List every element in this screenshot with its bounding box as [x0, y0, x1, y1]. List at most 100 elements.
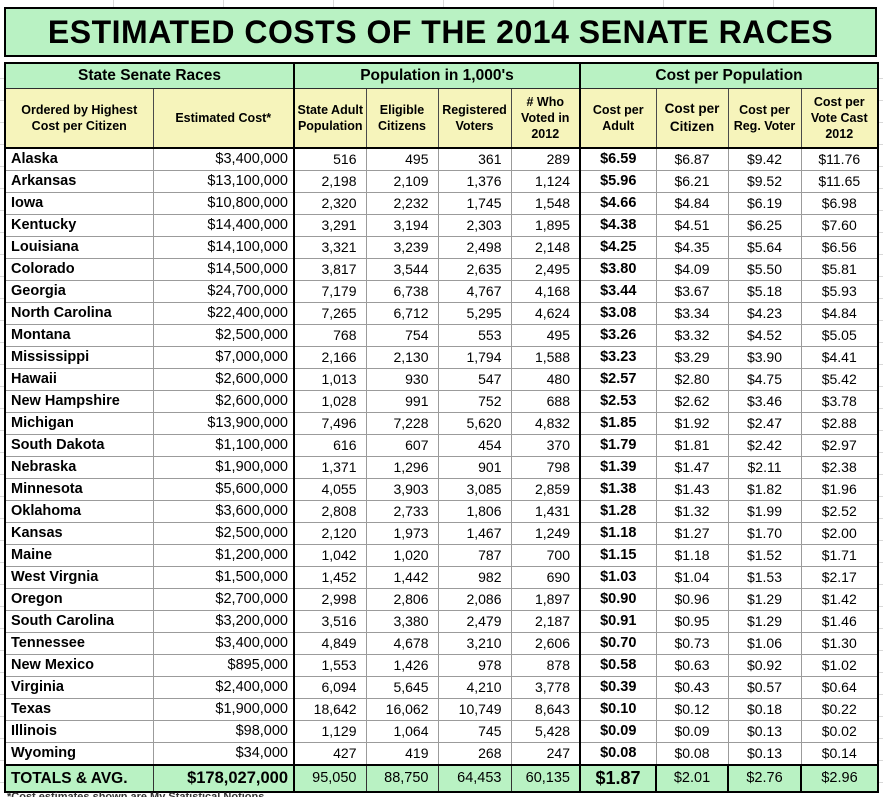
table-row: Maine $1,200,000 1,042 1,020 787 700 $1.15 $1.1… — [4, 544, 879, 567]
eligible-citizens: 3,544 — [365, 258, 439, 281]
registered-voters: 745 — [437, 720, 512, 743]
col-header-estimated-cost: Estimated Cost* — [152, 88, 295, 149]
table-row: Hawaii $2,600,000 1,013 930 547 480 $2.57 $2.80… — [4, 368, 879, 391]
col-header-cost-per-reg-voter: Cost per Reg. Voter — [727, 88, 802, 149]
eligible-citizens: 2,130 — [365, 346, 439, 369]
cost-per-vote-cast: $1.96 — [800, 478, 879, 501]
cost-per-reg-voter: $2.47 — [727, 412, 802, 435]
state-name: Kansas — [4, 522, 154, 545]
cost-per-adult: $0.39 — [579, 676, 657, 699]
cost-per-vote-cast: $2.88 — [800, 412, 879, 435]
cost-per-citizen: $6.87 — [655, 147, 729, 171]
table-row: West Virgnia $1,500,000 1,452 1,442 982 690 $1… — [4, 566, 879, 589]
cost-per-adult: $3.44 — [579, 280, 657, 303]
state-name: Nebraska — [4, 456, 154, 479]
votes-2012: 798 — [510, 456, 581, 479]
estimated-cost: $1,900,000 — [152, 456, 295, 479]
estimated-cost: $22,400,000 — [152, 302, 295, 325]
adult-population: 1,042 — [293, 544, 367, 567]
cost-per-vote-cast: $1.46 — [800, 610, 879, 633]
cost-per-vote-cast: $1.42 — [800, 588, 879, 611]
eligible-citizens: 3,380 — [365, 610, 439, 633]
senate-costs-table: State Senate Races Population in 1,000's… — [4, 62, 879, 793]
registered-voters: 547 — [437, 368, 512, 391]
adult-population: 3,817 — [293, 258, 367, 281]
adult-population: 3,516 — [293, 610, 367, 633]
votes-2012: 370 — [510, 434, 581, 457]
cost-per-citizen: $4.84 — [655, 192, 729, 215]
adult-population: 2,120 — [293, 522, 367, 545]
registered-voters: 3,085 — [437, 478, 512, 501]
eligible-citizens: 3,903 — [365, 478, 439, 501]
col-header-voted-2012: # Who Voted in 2012 — [510, 88, 581, 149]
cost-per-reg-voter: $9.42 — [727, 147, 802, 171]
table-row: Alaska $3,400,000 516 495 361 289 $6.59 $6.87 $9… — [4, 147, 879, 171]
col-header-cost-per-citizen: Cost per Citizen — [655, 88, 729, 149]
table-row: Tennessee $3,400,000 4,849 4,678 3,210 2,606 $… — [4, 632, 879, 655]
cost-per-citizen: $0.96 — [655, 588, 729, 611]
registered-voters: 2,635 — [437, 258, 512, 281]
state-name: Oregon — [4, 588, 154, 611]
cost-per-vote-cast: $2.17 — [800, 566, 879, 589]
eligible-citizens: 2,806 — [365, 588, 439, 611]
cost-per-reg-voter: $5.18 — [727, 280, 802, 303]
cost-per-reg-voter: $4.23 — [727, 302, 802, 325]
estimated-cost: $13,100,000 — [152, 170, 295, 193]
votes-2012: 1,897 — [510, 588, 581, 611]
cost-per-reg-voter: $4.75 — [727, 368, 802, 391]
adult-population: 3,321 — [293, 236, 367, 259]
state-name: New Mexico — [4, 654, 154, 677]
adult-population: 616 — [293, 434, 367, 457]
adult-population: 7,179 — [293, 280, 367, 303]
eligible-citizens: 1,426 — [365, 654, 439, 677]
table-row: Georgia $24,700,000 7,179 6,738 4,767 4,168 $3… — [4, 280, 879, 303]
cost-per-citizen: $3.29 — [655, 346, 729, 369]
cost-per-vote-cast: $5.81 — [800, 258, 879, 281]
spreadsheet-gridlines-left — [0, 57, 4, 790]
cost-per-reg-voter: $5.64 — [727, 236, 802, 259]
adult-population: 2,198 — [293, 170, 367, 193]
adult-population: 1,452 — [293, 566, 367, 589]
state-name: North Carolina — [4, 302, 154, 325]
col-header-cost-per-adult: Cost per Adult — [579, 88, 657, 149]
cost-per-adult: $1.15 — [579, 544, 657, 567]
state-name: Oklahoma — [4, 500, 154, 523]
registered-voters: 1,794 — [437, 346, 512, 369]
eligible-citizens: 3,239 — [365, 236, 439, 259]
cost-per-reg-voter: $0.57 — [727, 676, 802, 699]
eligible-citizens: 6,738 — [365, 280, 439, 303]
cost-per-vote-cast: $6.98 — [800, 192, 879, 215]
table-row: Iowa $10,800,000 2,320 2,232 1,745 1,548 $4.66… — [4, 192, 879, 215]
estimated-cost: $5,600,000 — [152, 478, 295, 501]
registered-voters: 3,210 — [437, 632, 512, 655]
registered-voters: 4,210 — [437, 676, 512, 699]
adult-population: 1,553 — [293, 654, 367, 677]
cost-per-vote-cast: $2.52 — [800, 500, 879, 523]
votes-2012: 690 — [510, 566, 581, 589]
col-header-ordered-by: Ordered by Highest Cost per Citizen — [4, 88, 154, 149]
eligible-citizens: 7,228 — [365, 412, 439, 435]
state-name: Illinois — [4, 720, 154, 743]
registered-voters: 361 — [437, 147, 512, 171]
cost-per-vote-cast: $11.76 — [800, 147, 879, 171]
cost-per-reg-voter: $3.90 — [727, 346, 802, 369]
cost-per-vote-cast: $3.78 — [800, 390, 879, 413]
table-row: Virginia $2,400,000 6,094 5,645 4,210 3,778 $0… — [4, 676, 879, 699]
state-name: Alaska — [4, 147, 154, 171]
table-row: Mississippi $7,000,000 2,166 2,130 1,794 1,58… — [4, 346, 879, 369]
table-row: Oklahoma $3,600,000 2,808 2,733 1,806 1,431 $1… — [4, 500, 879, 523]
estimated-cost: $2,600,000 — [152, 390, 295, 413]
adult-population: 3,291 — [293, 214, 367, 237]
estimated-cost: $3,400,000 — [152, 147, 295, 171]
cost-per-adult: $0.10 — [579, 698, 657, 721]
table-row: South Dakota $1,100,000 616 607 454 370 $1.79 $… — [4, 434, 879, 457]
cost-per-citizen: $0.73 — [655, 632, 729, 655]
estimated-cost: $98,000 — [152, 720, 295, 743]
votes-2012: 1,895 — [510, 214, 581, 237]
cost-per-vote-cast: $5.42 — [800, 368, 879, 391]
votes-2012: 480 — [510, 368, 581, 391]
registered-voters: 454 — [437, 434, 512, 457]
adult-population: 2,998 — [293, 588, 367, 611]
cost-per-adult: $5.96 — [579, 170, 657, 193]
cost-per-reg-voter: $9.52 — [727, 170, 802, 193]
